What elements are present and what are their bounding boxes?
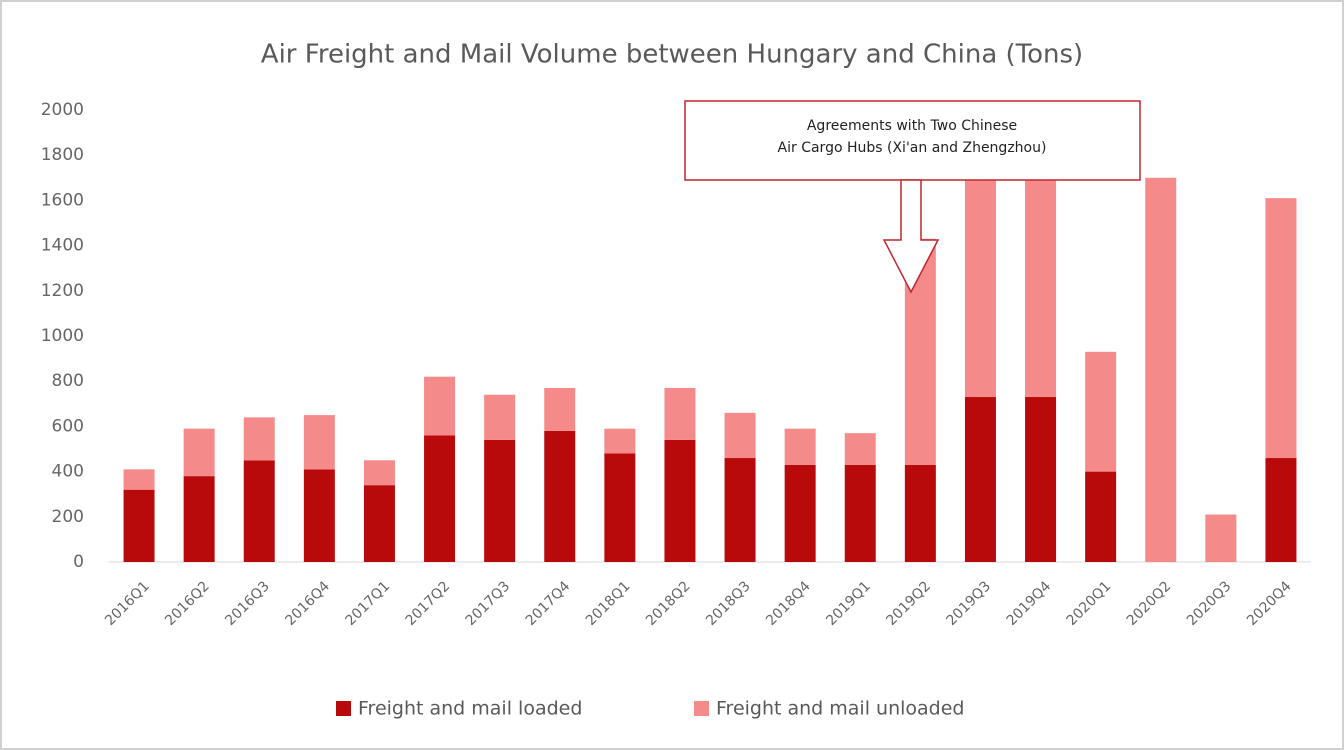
bar-segment	[544, 387, 576, 431]
bar-segment	[1145, 177, 1177, 563]
bar-segment	[303, 415, 335, 470]
bar-segment	[183, 476, 215, 562]
y-tick-label: 200	[52, 507, 84, 527]
annotation-arrow	[882, 179, 940, 294]
bar-segment	[424, 435, 456, 562]
y-tick-label: 1600	[41, 190, 84, 210]
bar-segment	[1205, 514, 1237, 562]
bar-segment	[123, 469, 155, 490]
bar-segment	[664, 439, 696, 562]
bar-segment	[1265, 458, 1297, 562]
legend-label: Freight and mail unloaded	[716, 698, 964, 720]
bar-segment	[1025, 175, 1057, 398]
legend-swatch	[336, 701, 351, 716]
bar-segment	[484, 439, 516, 562]
bar-segment	[604, 428, 636, 454]
y-tick-label: 0	[73, 552, 84, 572]
chart-title: Air Freight and Mail Volume between Hung…	[261, 40, 1083, 70]
y-tick-label: 1800	[41, 145, 84, 165]
y-tick-label: 1200	[41, 281, 84, 301]
bar-segment	[904, 464, 936, 562]
bar-segment	[303, 469, 335, 562]
annotation-text: Agreements with Two Chinese	[807, 118, 1017, 134]
bar-segment	[604, 453, 636, 562]
bar-segment	[784, 428, 816, 465]
y-tick-label: 600	[52, 416, 84, 436]
bar-segment	[664, 387, 696, 440]
y-tick-label: 2000	[41, 100, 84, 120]
bar-segment	[243, 417, 275, 461]
bar-segment	[964, 397, 996, 562]
bar-segment	[123, 489, 155, 562]
bar-segment	[243, 460, 275, 562]
bar-segment	[1085, 351, 1117, 472]
bar-segment	[844, 433, 876, 465]
bar-segment	[1265, 198, 1297, 459]
bar-segment	[1025, 397, 1057, 562]
y-tick-label: 800	[52, 371, 84, 391]
bar-segment	[183, 428, 215, 477]
bar-segment	[784, 464, 816, 562]
annotation-box	[684, 100, 1141, 181]
bar-segment	[1085, 471, 1117, 562]
bar-segment	[724, 412, 756, 459]
bar-segment	[964, 159, 996, 398]
y-tick-label: 400	[52, 462, 84, 482]
bar-segment	[724, 458, 756, 562]
bar-segment	[424, 376, 456, 436]
bar-segment	[363, 485, 395, 562]
bar-segment	[484, 394, 516, 440]
legend-swatch	[694, 701, 709, 716]
bar-segment	[363, 460, 395, 486]
y-tick-label: 1000	[41, 326, 84, 346]
legend-label: Freight and mail loaded	[358, 698, 582, 720]
bar-segment	[844, 464, 876, 562]
annotation-text: Air Cargo Hubs (Xi'an and Zhengzhou)	[778, 140, 1047, 156]
y-tick-label: 1400	[41, 236, 84, 256]
bar-segment	[544, 430, 576, 562]
